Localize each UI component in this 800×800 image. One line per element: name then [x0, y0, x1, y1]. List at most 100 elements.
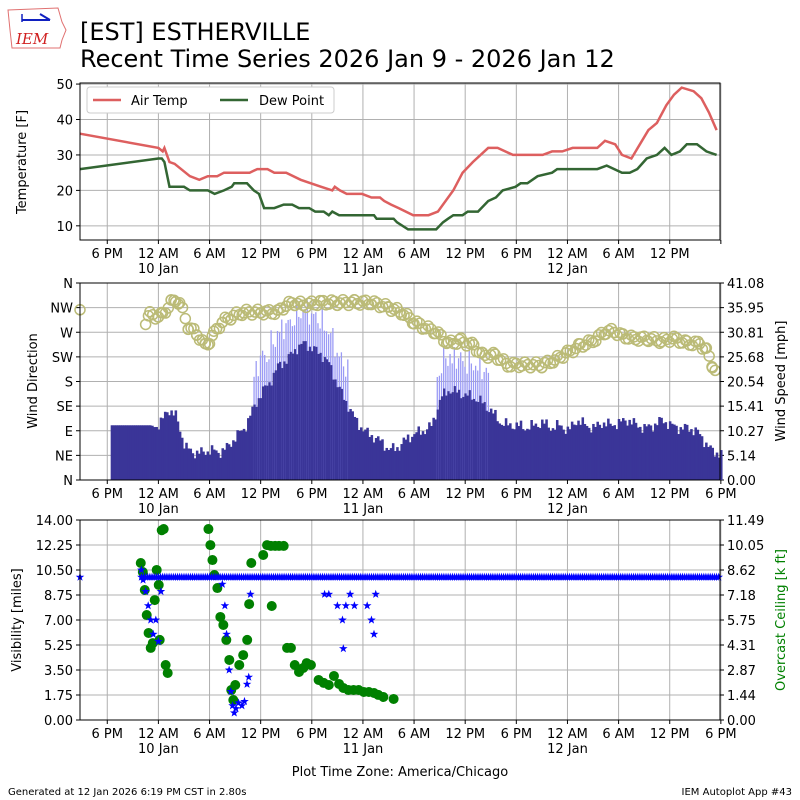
- wind-direction-bar: [449, 393, 452, 480]
- wind-direction-bar: [404, 439, 408, 480]
- y-tick-label: NE: [55, 449, 73, 464]
- wind-direction-bar: [313, 346, 316, 480]
- x-tick-label: 6 PM: [501, 487, 532, 502]
- wind-direction-bar: [613, 425, 617, 480]
- wind-direction-bar: [432, 417, 435, 480]
- ceiling-marker: [285, 642, 296, 653]
- y-tick-label: 14.00: [36, 514, 73, 529]
- wind-direction-bar: [408, 442, 412, 480]
- wind-direction-bar: [398, 450, 401, 480]
- ceiling-marker: [215, 611, 226, 622]
- wind-direction-bar: [447, 391, 450, 480]
- wind-direction-bar: [296, 354, 299, 480]
- ceiling-marker: [234, 659, 245, 670]
- y-tick-label: 5.25: [44, 639, 73, 654]
- x-date-label: 12 Jan: [547, 742, 588, 757]
- wind-direction-bar: [700, 436, 704, 480]
- wind-direction-bar: [470, 399, 474, 480]
- wind-direction-bar: [562, 429, 565, 480]
- wind-direction-bar: [568, 429, 572, 480]
- y-right-tick-label: 1.44: [727, 689, 756, 704]
- wind-speed-marker: [466, 336, 478, 349]
- wind-direction-bar: [146, 425, 150, 480]
- x-tick-label: 6 PM: [296, 487, 327, 502]
- wind-direction-bar: [234, 441, 237, 480]
- wind-direction-bar: [149, 425, 152, 480]
- wind-direction-bar: [523, 430, 527, 480]
- x-tick-label: 6 AM: [193, 727, 226, 742]
- wind-direction-bar: [383, 450, 386, 480]
- x-tick-label: 12 PM: [241, 487, 281, 502]
- wind-direction-bar: [278, 361, 282, 480]
- wind-direction-bar: [604, 426, 608, 480]
- temperature-axis-label: Temperature [F]: [15, 110, 30, 215]
- x-tick-label: 12 AM: [138, 247, 179, 262]
- wind-direction-bar: [110, 425, 114, 480]
- wind-direction-bar: [370, 435, 374, 480]
- wind-direction-bar: [257, 398, 261, 480]
- wind-direction-bar: [479, 395, 482, 480]
- wind-direction-bar: [200, 447, 203, 480]
- x-date-label: 12 Jan: [547, 262, 588, 277]
- wind-direction-bar: [402, 437, 406, 480]
- wind-direction-bar: [457, 389, 461, 480]
- visibility-marker: [228, 701, 237, 710]
- x-date-label: 10 Jan: [138, 742, 179, 757]
- wind-direction-bar: [204, 454, 207, 480]
- wind-direction-bar: [114, 425, 118, 480]
- wind-direction-bar: [136, 425, 139, 480]
- wind-direction-bar: [117, 425, 120, 480]
- wind-direction-bar: [325, 359, 329, 480]
- wind-direction-bar: [517, 426, 521, 480]
- wind-direction-bar: [653, 423, 657, 480]
- wind-direction-bar: [238, 430, 242, 480]
- wind-direction-bar: [210, 445, 214, 480]
- wind-direction-bar: [125, 425, 129, 480]
- wind-direction-bar: [423, 434, 427, 480]
- dew-point-line: [79, 143, 718, 231]
- wind-direction-bar: [261, 386, 265, 480]
- wind-direction-bar: [543, 423, 546, 480]
- wind-direction-bar: [319, 352, 322, 480]
- wind-direction-bar: [317, 353, 320, 480]
- wind-direction-bar: [368, 436, 371, 480]
- wind-direction-bar: [600, 427, 604, 480]
- wind-speed-marker: [602, 324, 615, 337]
- wind-speed-marker: [577, 341, 589, 353]
- wind-direction-bar: [240, 430, 244, 480]
- visibility-marker: [246, 589, 255, 598]
- wind-direction-bar: [193, 458, 197, 480]
- app-footer: IEM Autoplot App #43: [682, 787, 792, 798]
- wind-direction-bar: [327, 362, 331, 480]
- ceiling-marker: [151, 564, 162, 575]
- wind-direction-bar: [264, 385, 267, 480]
- wind-direction-bar: [217, 452, 220, 480]
- ceiling-marker: [278, 540, 289, 551]
- wind-direction-bar: [212, 449, 216, 480]
- temperature-legend: Air Temp Dew Point: [86, 86, 335, 114]
- visibility-marker: [156, 586, 166, 596]
- wind-direction-bar: [645, 426, 648, 480]
- wind-direction-bar: [481, 403, 484, 480]
- visibility-marker: [339, 644, 348, 653]
- wind-direction-bar: [698, 434, 702, 480]
- x-tick-label: 6 AM: [602, 487, 635, 502]
- wind-direction-bar: [330, 365, 333, 480]
- wind-direction-bar: [302, 341, 305, 480]
- wind-direction-bar: [198, 453, 201, 480]
- wind-direction-bar: [521, 429, 525, 480]
- wind-direction-bar: [575, 425, 578, 480]
- wind-direction-bar: [142, 425, 146, 480]
- x-date-label: 10 Jan: [138, 262, 179, 277]
- wind-direction-bar: [425, 429, 429, 480]
- wind-direction-bar: [400, 444, 403, 480]
- wind-speed-marker: [149, 313, 162, 325]
- wind-direction-bar: [215, 450, 218, 480]
- wind-speed-marker: [435, 329, 447, 341]
- wind-direction-bar: [236, 430, 239, 480]
- wind-direction-bar: [692, 435, 695, 480]
- x-tick-label: 12 AM: [547, 487, 588, 502]
- wind-direction-bar: [127, 425, 131, 480]
